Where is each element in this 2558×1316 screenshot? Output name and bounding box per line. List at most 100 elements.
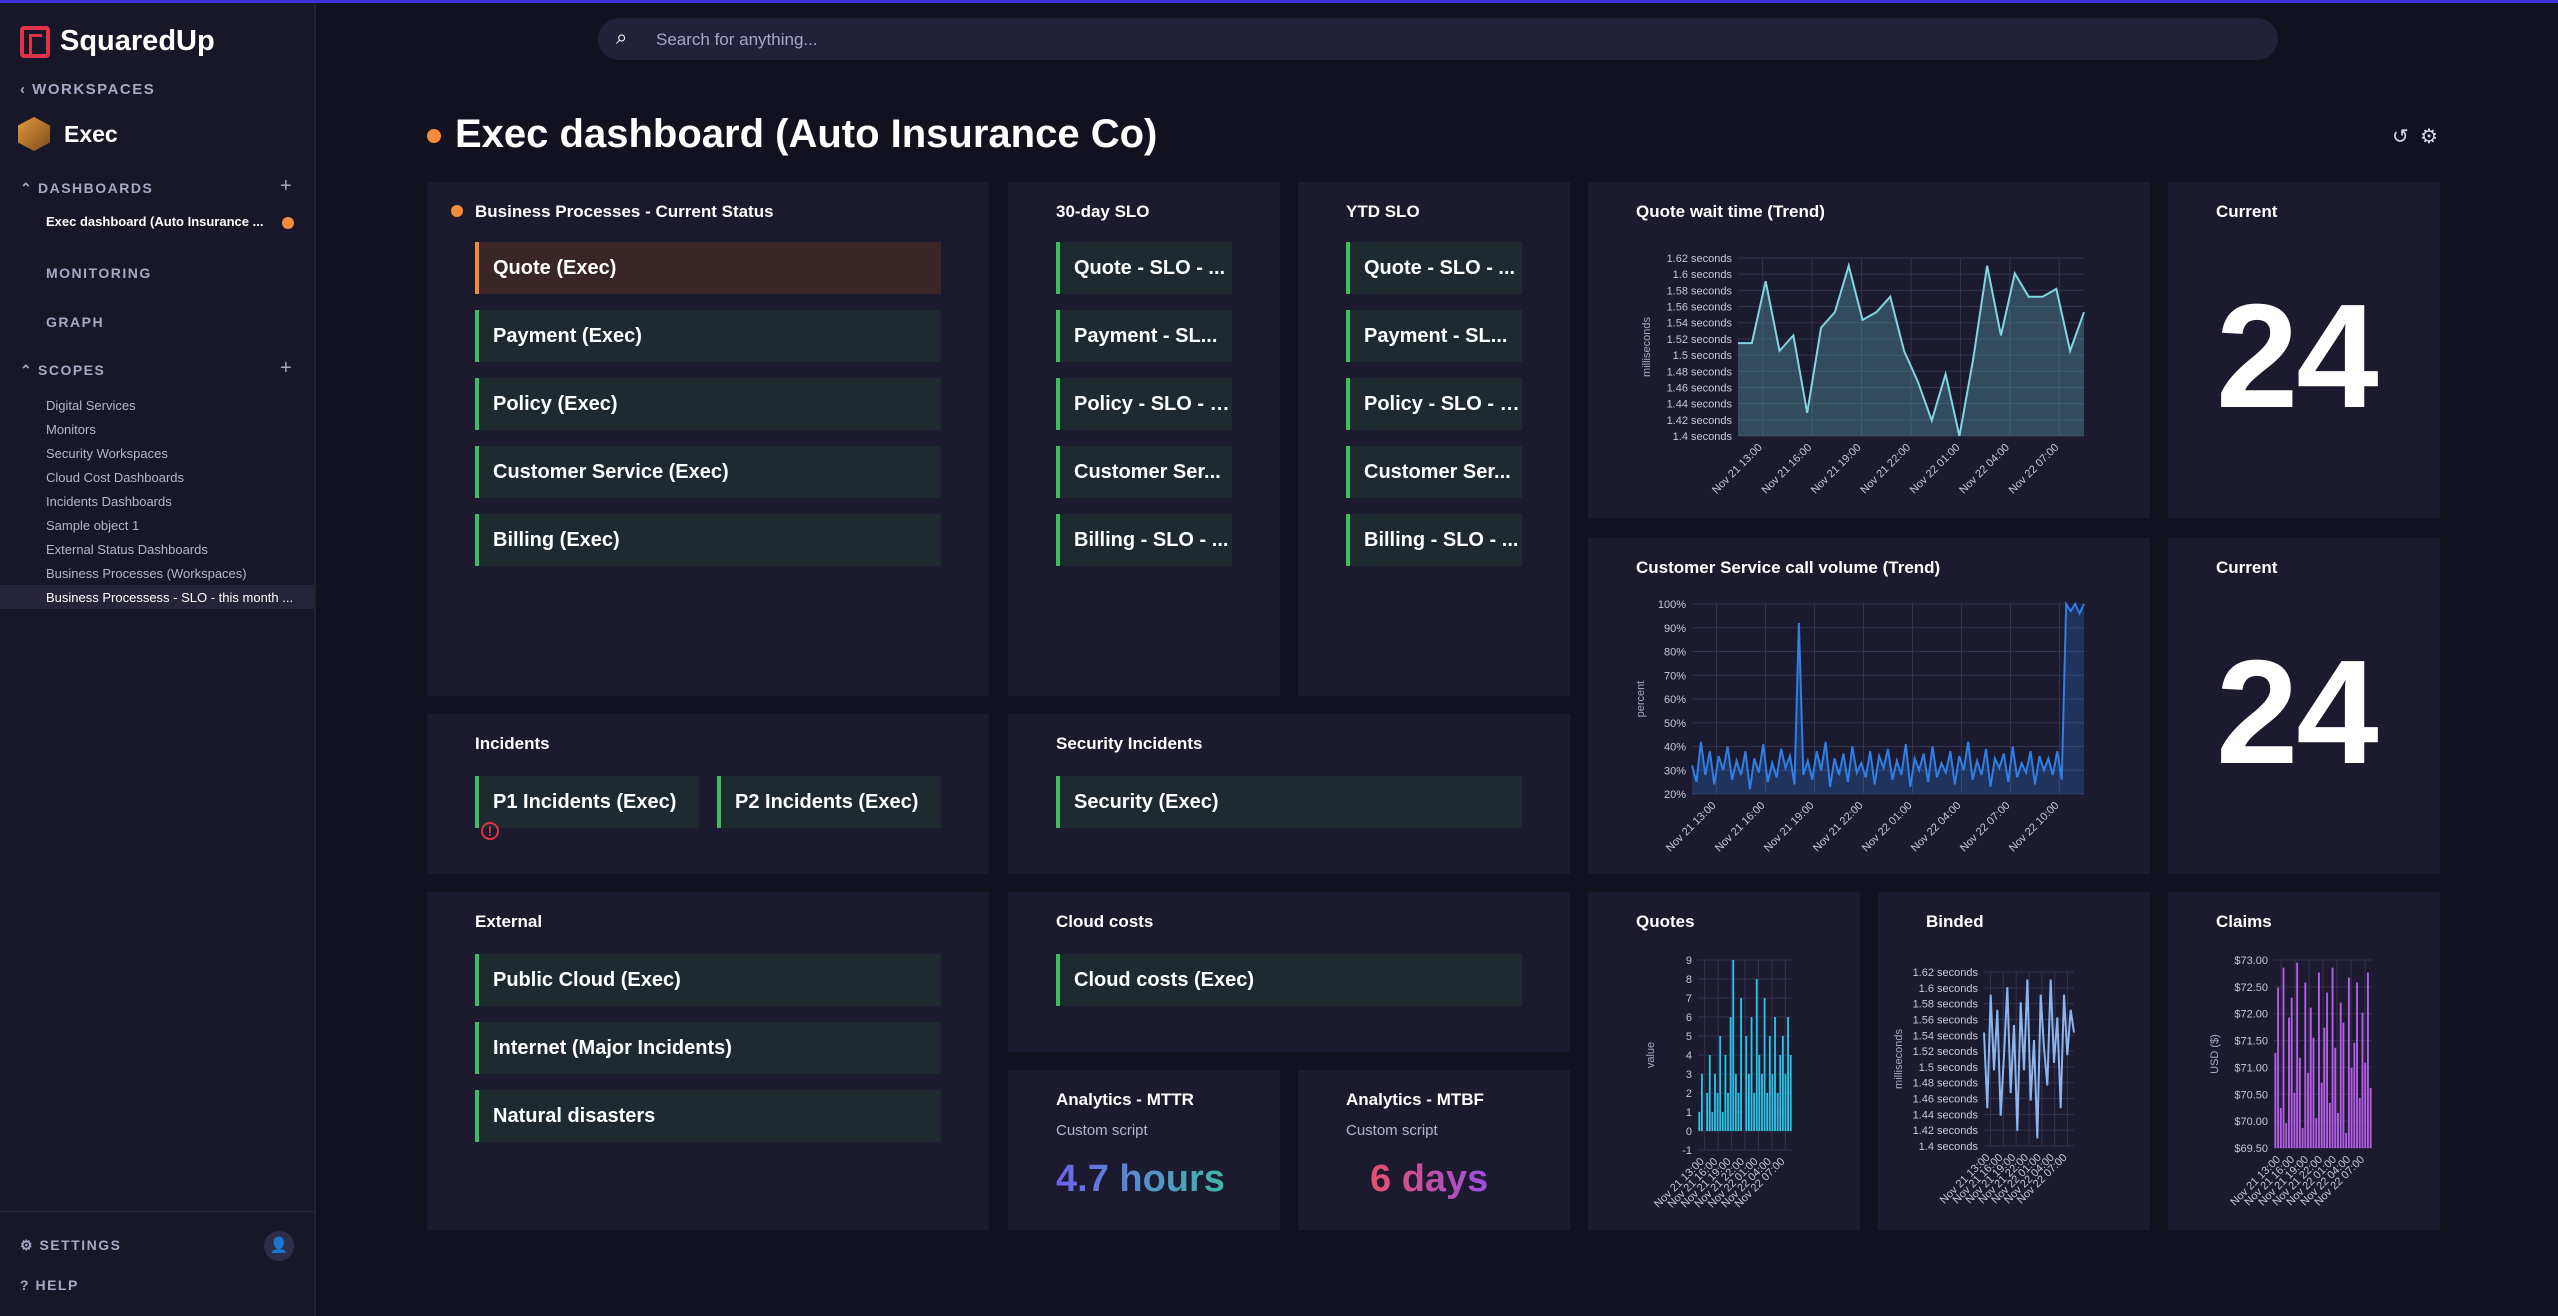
status-block[interactable]: Policy - SLO - t...: [1056, 378, 1232, 430]
cs-volume-chart[interactable]: 100% 90% 80% 70% 60% 50% 40% 30% 20%Nov 21 13:00…: [1588, 538, 2150, 874]
search-bar[interactable]: ⌕ Search for anything...: [598, 18, 2278, 60]
status-block[interactable]: Customer Ser...: [1346, 446, 1522, 498]
status-block[interactable]: Customer Service (Exec): [475, 446, 941, 498]
chevron-up-icon: ⌃: [20, 180, 34, 196]
search-input[interactable]: Search for anything...: [656, 30, 818, 49]
sidebar-item-scope[interactable]: Sample object 1: [46, 518, 140, 533]
x-tick-label: Nov 21 22:00: [1858, 442, 1913, 497]
tile-security-incidents[interactable]: Security Incidents Security (Exec): [1008, 714, 1570, 874]
y-tick-label: 1.46 seconds: [1667, 382, 1733, 394]
tile-analytics-mtbf[interactable]: Analytics - MTBF Custom script 6 days: [1298, 1070, 1570, 1230]
status-block[interactable]: Billing - SLO - ...: [1346, 514, 1522, 566]
status-block[interactable]: Internet (Major Incidents): [475, 1022, 941, 1074]
status-block[interactable]: Security (Exec): [1056, 776, 1522, 828]
status-block[interactable]: P2 Incidents (Exec): [717, 776, 941, 828]
status-block[interactable]: Cloud costs (Exec): [1056, 954, 1522, 1006]
sidebar-item-scope[interactable]: Security Workspaces: [46, 446, 168, 461]
add-scope-icon[interactable]: +: [280, 357, 292, 379]
nav-monitoring[interactable]: MONITORING: [46, 265, 152, 281]
status-block[interactable]: Quote (Exec): [475, 242, 941, 294]
sidebar-item-exec-dashboard[interactable]: Exec dashboard (Auto Insurance ...: [46, 214, 264, 229]
status-block[interactable]: Quote - SLO - ...: [1056, 242, 1232, 294]
help-link[interactable]: ? HELP: [20, 1277, 79, 1293]
chart-bar: [2334, 1047, 2337, 1148]
status-block[interactable]: Billing (Exec): [475, 514, 941, 566]
y-tick-label: 100%: [1658, 599, 1686, 611]
tile-ytd-slo[interactable]: YTD SLO Quote - SLO - ... Payment - SL..…: [1298, 182, 1570, 696]
tile-title: Current: [2216, 558, 2278, 577]
status-block[interactable]: Quote - SLO - ...: [1346, 242, 1522, 294]
sidebar-item-scope-active[interactable]: Business Processess - SLO - this month .…: [46, 590, 294, 605]
x-tick-label: Nov 22 04:00: [1909, 800, 1964, 855]
chart-bar: [1750, 1017, 1753, 1131]
add-dashboard-icon[interactable]: +: [280, 175, 292, 197]
sidebar-item-scope[interactable]: External Status Dashboards: [46, 542, 208, 557]
dashboards-section-toggle[interactable]: ⌃ DASHBOARDS: [20, 180, 153, 197]
status-block[interactable]: Payment (Exec): [475, 310, 941, 362]
status-block[interactable]: Billing - SLO - ...: [1056, 514, 1232, 566]
y-tick-label: 1: [1686, 1107, 1692, 1119]
chart-bar: [1701, 1074, 1703, 1131]
tile-status-dot: [451, 205, 463, 217]
tile-30-day-slo[interactable]: 30-day SLO Quote - SLO - ... Payment - S…: [1008, 182, 1280, 696]
sidebar-item-scope[interactable]: Digital Services: [46, 398, 136, 413]
status-block[interactable]: Policy - SLO - t...: [1346, 378, 1522, 430]
status-block[interactable]: Public Cloud (Exec): [475, 954, 941, 1006]
page-title: Exec dashboard (Auto Insurance Co): [455, 112, 1158, 156]
y-tick-label: 1.58 seconds: [1913, 999, 1979, 1011]
gear-icon: ⚙: [20, 1237, 40, 1253]
sidebar-item-scope[interactable]: Business Processes (Workspaces): [46, 566, 247, 581]
y-tick-label: 1.52 seconds: [1913, 1046, 1979, 1058]
chart-bar: [1774, 1017, 1776, 1131]
settings-link[interactable]: ⚙ SETTINGS: [20, 1237, 121, 1254]
tile-analytics-mttr[interactable]: Analytics - MTTR Custom script 4.7 hours: [1008, 1070, 1280, 1230]
nav-graph[interactable]: GRAPH: [46, 314, 105, 330]
status-block[interactable]: Natural disasters: [475, 1090, 941, 1142]
chart-bar: [2358, 1097, 2361, 1148]
binded-chart[interactable]: 1.62 seconds 1.6 seconds 1.58 seconds 1.56 …: [1878, 892, 2150, 1230]
quote-wait-chart[interactable]: 1.62 seconds 1.6 seconds 1.58 seconds 1.56 …: [1588, 182, 2150, 518]
status-block[interactable]: Payment - SL...: [1346, 310, 1522, 362]
claims-chart[interactable]: $73.00 $72.50 $72.00 $71.50 $71.00 $70.50 $70.…: [2168, 892, 2440, 1230]
status-block[interactable]: P1 Incidents (Exec): [475, 776, 699, 828]
tile-binded[interactable]: Binded 1.62 seconds 1.6 seconds 1.58 secon…: [1878, 892, 2150, 1230]
tile-title: Customer Service call volume (Trend): [1636, 558, 1941, 577]
tile-cs-volume-trend[interactable]: Customer Service call volume (Trend) 100…: [1588, 538, 2150, 874]
app-name: SquaredUp: [60, 25, 215, 57]
sidebar-item-scope[interactable]: Incidents Dashboards: [46, 494, 172, 509]
history-icon[interactable]: ↺: [2392, 126, 2409, 148]
tile-incidents[interactable]: Incidents P1 Incidents (Exec) P2 Inciden…: [427, 714, 989, 874]
user-avatar[interactable]: 👤: [264, 1231, 294, 1261]
mtbf-value: 6 days: [1370, 1158, 1489, 1200]
status-block[interactable]: Policy (Exec): [475, 378, 941, 430]
sidebar-item-scope[interactable]: Monitors: [46, 422, 96, 437]
sidebar-item-scope[interactable]: Cloud Cost Dashboards: [46, 470, 185, 485]
y-axis-label: milliseconds: [1893, 1029, 1905, 1089]
chart-bar: [1716, 1093, 1719, 1131]
help-icon: ?: [20, 1277, 36, 1293]
chart-bar: [2342, 1022, 2345, 1148]
tile-external[interactable]: External Public Cloud (Exec) Internet (M…: [427, 892, 989, 1230]
status-block[interactable]: Payment - SL...: [1056, 310, 1232, 362]
back-to-workspaces-link[interactable]: ‹ WORKSPACES: [20, 81, 155, 98]
chart-bar: [2331, 967, 2334, 1148]
app-logo[interactable]: SquaredUp: [20, 25, 215, 58]
tile-current-1[interactable]: Current 24: [2168, 182, 2440, 518]
chart-line: [1691, 600, 2085, 790]
workspace-header[interactable]: Exec: [18, 117, 118, 151]
tile-cloud-costs[interactable]: Cloud costs Cloud costs (Exec): [1008, 892, 1570, 1052]
chart-bar: [2282, 967, 2285, 1148]
tile-claims[interactable]: Claims $73.00 $72.50 $72.00 $71.50 $71.00 $70…: [2168, 892, 2440, 1230]
status-block[interactable]: Customer Ser...: [1056, 446, 1232, 498]
tile-quote-wait-trend[interactable]: Quote wait time (Trend) 1.62 seconds 1.6 …: [1588, 182, 2150, 518]
chart-bar: [1758, 1055, 1761, 1131]
chart-bar: [1732, 960, 1735, 1131]
gear-icon[interactable]: ⚙: [2420, 126, 2438, 148]
scopes-section-toggle[interactable]: ⌃ SCOPES: [20, 362, 105, 379]
tile-quotes[interactable]: Quotes 9 8 7 6 5 4 3 2 1 0 -1 Nov 21 13:00 Nov 21 16…: [1588, 892, 1860, 1230]
x-tick-label: Nov 21 22:00: [1811, 800, 1866, 855]
chart-bar: [1779, 1055, 1782, 1131]
tile-current-2[interactable]: Current 24: [2168, 538, 2440, 874]
tile-business-processes[interactable]: Business Processes - Current Status Quot…: [427, 182, 989, 696]
